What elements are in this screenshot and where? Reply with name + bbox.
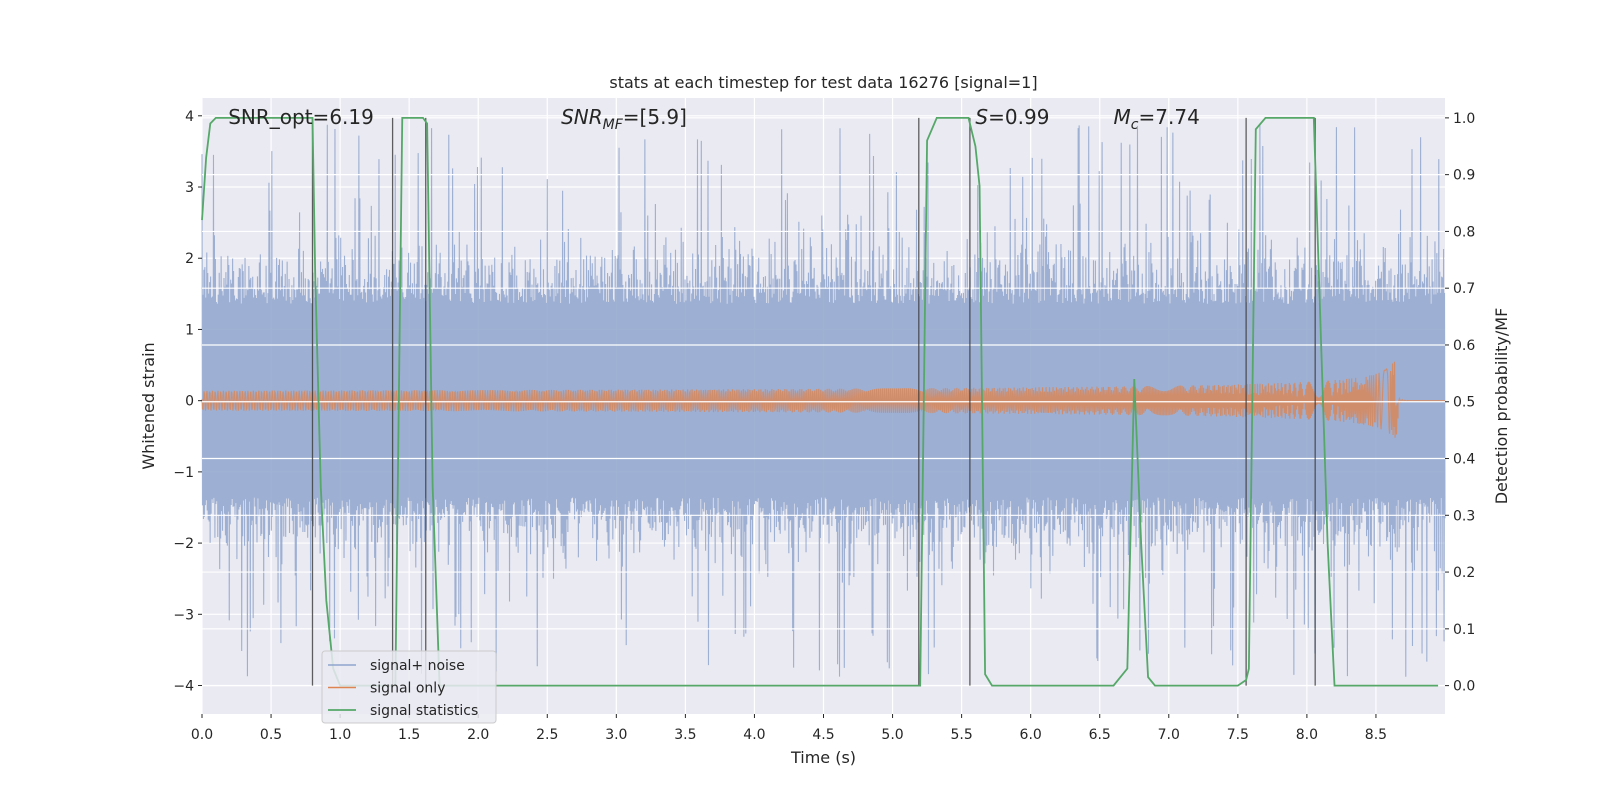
annotation-3: Mc=7.74: [1114, 105, 1200, 133]
y-tick-label-right: 0.1: [1453, 622, 1475, 638]
y-tick-label-left: 1: [185, 322, 194, 338]
x-tick-label: 3.5: [674, 727, 696, 743]
x-tick-label: 7.0: [1158, 727, 1180, 743]
y-tick-label-left: −2: [173, 536, 194, 552]
y-tick-label-right: 0.3: [1453, 508, 1475, 524]
x-tick-label: 0.5: [260, 727, 282, 743]
legend-label: signal+ noise: [370, 658, 465, 674]
x-tick-label: 8.5: [1365, 727, 1387, 743]
x-tick-label: 4.0: [743, 727, 765, 743]
x-tick-label: 0.0: [191, 727, 213, 743]
y-tick-label-left: −3: [173, 607, 194, 623]
x-tick-label: 5.0: [881, 727, 903, 743]
y-tick-label-right: 1.0: [1453, 111, 1475, 127]
annotation-main: SNR: [561, 105, 603, 129]
y-tick-label-right: 0.2: [1453, 565, 1475, 581]
y-tick-label-right: 0.8: [1453, 224, 1475, 240]
annotations: SNR_opt=6.19 SNRMF=[5.9] S=0.99 Mc=7.74: [228, 105, 1200, 133]
y-tick-label-left: 0: [185, 394, 194, 410]
y-tick-label-right: 0.7: [1453, 281, 1475, 297]
y-tick-label-left: −4: [173, 679, 194, 695]
series-line-signal-statistics: [201, 116, 1439, 687]
x-tick-label: 8.0: [1296, 727, 1318, 743]
annotation-2: S=0.99: [975, 105, 1049, 129]
x-tick-label: 1.5: [398, 727, 420, 743]
legend-box: [321, 650, 497, 724]
legend-label: signal statistics: [370, 703, 478, 719]
annotation-rest: =0.99: [988, 105, 1049, 129]
x-tick-label: 7.5: [1227, 727, 1249, 743]
x-tick-labels: 0.0 0.5 1.0 1.5 2.0 2.5 3.0 3.5 4.0 4.5 5.0 5.5 6.0 6…: [191, 714, 1387, 743]
y-tick-label-left: 2: [185, 251, 194, 267]
x-tick-label: 2.0: [467, 727, 489, 743]
y-tick-label-right: 0.9: [1453, 168, 1475, 184]
y-axis-label-right: Detection probability/MF: [1492, 308, 1511, 505]
x-tick-label: 5.5: [950, 727, 972, 743]
annotation-rest: =[5.9]: [623, 105, 687, 129]
series-line-signal-only: [201, 361, 1445, 438]
x-tick-label: 6.0: [1020, 727, 1042, 743]
x-tick-label: 1.0: [329, 727, 351, 743]
y-tick-label-right: 0.6: [1453, 338, 1475, 354]
annotation-subscript: c: [1131, 117, 1139, 133]
x-tick-label: 2.5: [536, 727, 558, 743]
y-axis-label-left: Whitened strain: [139, 342, 158, 469]
annotation-main: SNR_opt=6.19: [228, 105, 374, 129]
y-tick-label-right: 0.5: [1453, 395, 1475, 411]
x-tick-label: 4.5: [812, 727, 834, 743]
y-tick-label-left: −1: [173, 465, 194, 481]
plot-area: [201, 98, 1446, 714]
x-tick-label: 6.5: [1089, 727, 1111, 743]
legend: signal+ noise signal only signal statistic…: [321, 650, 497, 724]
y-tick-label-left: 3: [185, 180, 194, 196]
annotation-main: S: [975, 105, 988, 129]
annotation-0: SNR_opt=6.19: [228, 105, 374, 129]
y-tick-labels-right: 1.0 0.9 0.8 0.7 0.6 0.5 0.4 0.3 0.2 0.1 0.0: [1445, 111, 1475, 695]
annotation-1: SNRMF=[5.9]: [561, 105, 687, 133]
x-tick-label: 3.0: [605, 727, 627, 743]
legend-label: signal only: [370, 681, 445, 697]
y-tick-labels-left: 4 3 2 1 0 −1 −2 −3 −4: [173, 109, 202, 695]
annotation-subscript: MF: [603, 117, 624, 133]
annotation-main: M: [1114, 105, 1131, 129]
chart-title: stats at each timestep for test data 162…: [609, 73, 1037, 92]
annotation-rest: =7.74: [1139, 105, 1200, 129]
y-tick-label-right: 0.0: [1453, 679, 1475, 695]
y-tick-label-left: 4: [185, 109, 194, 125]
x-axis-label: Time (s): [790, 748, 856, 767]
y-tick-label-right: 0.4: [1453, 452, 1475, 468]
